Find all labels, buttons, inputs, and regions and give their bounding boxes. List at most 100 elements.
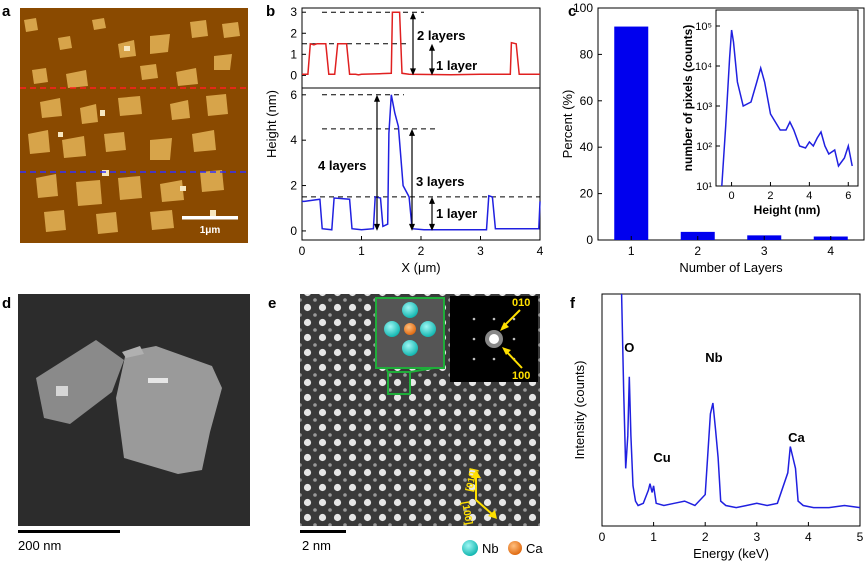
- panel-a-label: a: [2, 3, 11, 20]
- legend-nb-swatch: [462, 540, 478, 556]
- scalebar-a-label: 1μm: [200, 225, 221, 236]
- panel-c-label: c: [568, 3, 576, 20]
- ytick-label-c: 20: [580, 187, 594, 201]
- xtick-label-f: 2: [702, 530, 709, 544]
- arrow-4-layers-head-bottom: [374, 223, 380, 231]
- dir-100-label: [100]: [459, 501, 474, 526]
- annotation-1-layer-bottom: 1 layer: [436, 206, 477, 221]
- xtick-label-f: 5: [857, 530, 864, 544]
- xtick-label-c: 1: [628, 244, 635, 258]
- series-blue-profile: [302, 94, 541, 231]
- xtick-label-c: 2: [694, 244, 701, 258]
- plot-frame-f: [601, 293, 861, 527]
- annotation-1-layer-top: 1 layer: [436, 58, 477, 73]
- scalebar-d-label: 200 nm: [18, 538, 61, 553]
- saed-100-label: 100: [512, 370, 530, 382]
- inset-xtick-label: 0: [728, 190, 734, 202]
- ytick-label-c: 80: [580, 47, 594, 61]
- arrow-3-layers-head-bottom: [409, 223, 415, 231]
- panel-d-label: d: [2, 295, 11, 312]
- peak-label-ca: Ca: [788, 430, 805, 445]
- inset-ytick-label: 10⁴: [695, 61, 712, 73]
- xlabel-b: X (μm): [401, 260, 440, 275]
- xlabel-c: Number of Layers: [679, 260, 783, 275]
- bar-layers-2: [680, 231, 715, 240]
- xtick-label-b: 1: [358, 244, 365, 258]
- arrow-4-layers-head-top: [374, 94, 380, 102]
- direction-arrows: [010] [100]: [459, 467, 497, 526]
- saed-inset: 010 100: [450, 296, 538, 382]
- inset-ytick-label: 10¹: [696, 181, 712, 193]
- inset-xlabel: Height (nm): [754, 203, 821, 217]
- peak-label-cu: Cu: [653, 450, 670, 465]
- bar-layers-1: [614, 26, 649, 241]
- xtick-label-b: 2: [418, 244, 425, 258]
- afm-image: 1μm: [20, 8, 248, 243]
- inset-xtick-label: 4: [806, 190, 812, 202]
- legend-ca-label: Ca: [526, 541, 543, 556]
- chart-f: 0 1 2 3 4 5 Energy (keV) Intensity (counts) O Cu N…: [572, 293, 864, 561]
- ytick-label-c: 100: [573, 1, 593, 15]
- xlabel-f: Energy (keV): [693, 546, 769, 561]
- xtick-label-b: 3: [477, 244, 484, 258]
- ytick-label-bottom-b: 4: [290, 133, 297, 147]
- xtick-label-c: 3: [761, 244, 768, 258]
- inset-histogram-line: [721, 29, 853, 187]
- arrow-1-layer-bottom-head-bottom: [429, 223, 435, 231]
- ytick-label-top-b: 3: [290, 5, 297, 19]
- plot-frame-c: [597, 7, 865, 241]
- scalebar-d: [18, 530, 120, 533]
- inset-xtick-label: 6: [845, 190, 851, 202]
- arrow-1-layer-top-head-bottom: [429, 68, 435, 76]
- annotation-3-layers: 3 layers: [416, 174, 464, 189]
- peak-label-nb: Nb: [705, 350, 722, 365]
- arrow-2-layers-head-bottom: [410, 68, 416, 76]
- series-red-profile: [302, 11, 540, 76]
- xtick-label-b: 4: [537, 244, 544, 258]
- inset-ytick-label: 10²: [696, 141, 712, 153]
- inset-ytick-label: 10³: [696, 101, 712, 113]
- panel-f-label: f: [570, 295, 576, 312]
- legend-nb-label: Nb: [482, 541, 499, 556]
- xtick-label-f: 3: [753, 530, 760, 544]
- xtick-label-b: 0: [299, 244, 306, 258]
- ytick-label-c: 0: [586, 233, 593, 247]
- arrow-3-layers-head-top: [409, 128, 415, 136]
- xtick-label-c: 4: [827, 244, 834, 258]
- inset-frame-c: [715, 9, 859, 187]
- structure-inset: [375, 297, 445, 395]
- scalebar-e-label: 2 nm: [302, 538, 331, 553]
- ylabel-c: Percent (%): [560, 90, 575, 159]
- annotation-2-layers: 2 layers: [417, 28, 465, 43]
- saed-010-label: 010: [512, 297, 530, 309]
- chart-b: 0 1 2 3 0 2 4 6 0 1 2 3 4 X (μm) Height (nm) 2 layers 1 …: [264, 5, 544, 275]
- inset-ytick-label: 10⁵: [695, 21, 712, 33]
- ylabel-b: Height (nm): [264, 90, 279, 158]
- panel-b-label: b: [266, 3, 275, 20]
- arrow-1-layer-bottom-head-top: [429, 196, 435, 204]
- xtick-label-f: 1: [650, 530, 657, 544]
- ytick-label-c: 60: [580, 94, 594, 108]
- inset-ylabel: number of pixels (counts): [681, 25, 695, 172]
- xtick-label-f: 0: [599, 530, 606, 544]
- arrow-2-layers-head-top: [410, 12, 416, 20]
- ytick-label-top-b: 1: [290, 47, 297, 61]
- ytick-label-c: 40: [580, 140, 594, 154]
- xtick-label-f: 4: [805, 530, 812, 544]
- ytick-label-bottom-b: 2: [290, 179, 297, 193]
- sem-image: 200 nm: [18, 294, 250, 553]
- inset-xtick-label: 2: [767, 190, 773, 202]
- ytick-label-bottom-b: 0: [290, 224, 297, 238]
- ytick-label-top-b: 2: [290, 26, 297, 40]
- scalebar-e: [300, 530, 346, 533]
- panel-e-label: e: [268, 295, 276, 312]
- ylabel-f: Intensity (counts): [572, 361, 587, 460]
- eds-spectrum-line: [620, 293, 861, 509]
- arrow-1-layer-top-head-top: [429, 43, 435, 51]
- hrtem-image: 010 100 [010] [100] 2 nm Nb C: [300, 294, 543, 556]
- peak-label-o: O: [624, 340, 634, 355]
- dir-010-label: [010]: [464, 467, 480, 492]
- legend-ca-swatch: [508, 541, 522, 555]
